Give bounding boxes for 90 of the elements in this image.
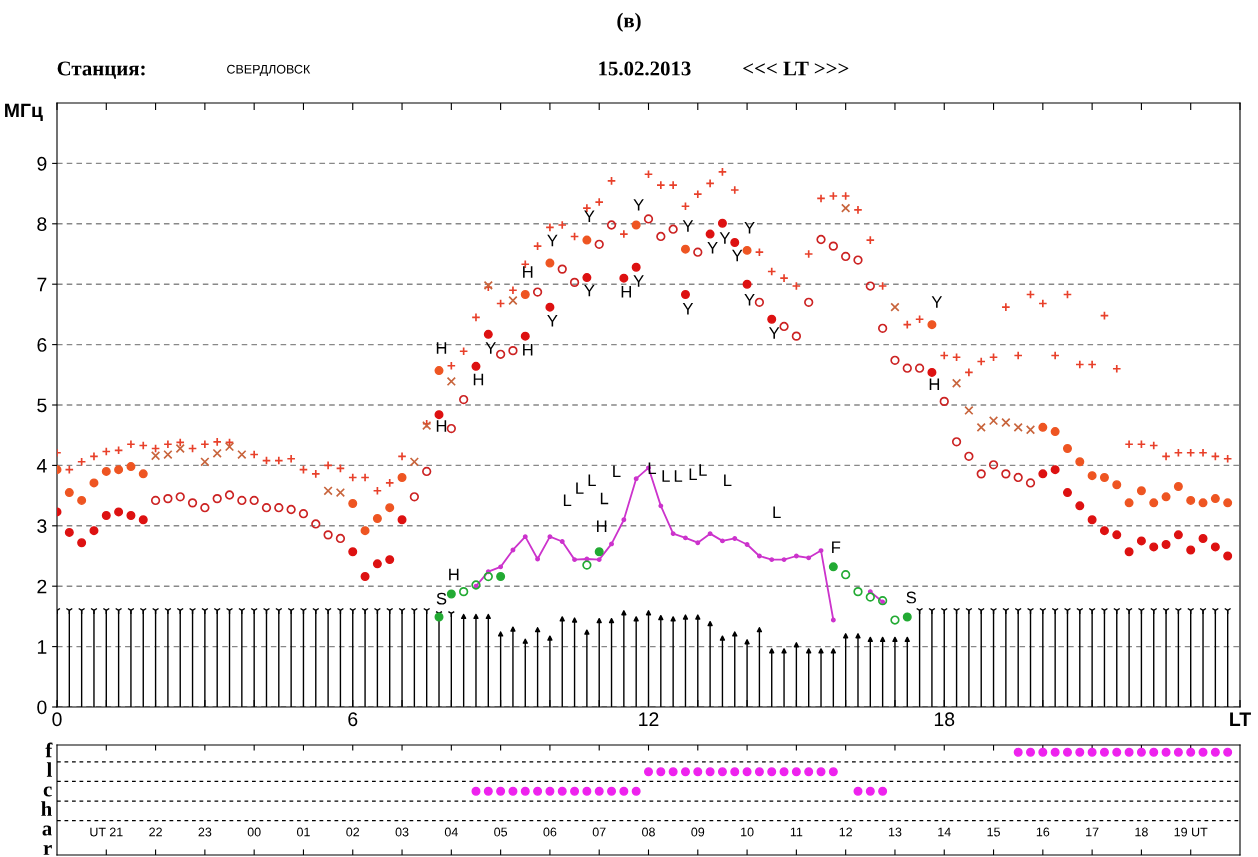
y-tick-label: 9 xyxy=(37,156,47,171)
x-tick-label: 09 xyxy=(691,827,705,837)
y-axis-title: МГц xyxy=(5,103,43,121)
x-tick-label: 00 xyxy=(247,827,261,837)
annotation: Y xyxy=(719,232,731,244)
annotation: Y xyxy=(682,303,694,315)
x-tick-label: 02 xyxy=(346,827,360,837)
x-tick-label: 0 xyxy=(52,712,62,727)
chart-title: (в) xyxy=(617,12,641,32)
annotation: L xyxy=(648,462,657,474)
annotation: L xyxy=(588,474,596,487)
annotation: H xyxy=(436,342,447,354)
x-tick-label: 6 xyxy=(348,712,358,727)
x-tick-label: 07 xyxy=(592,827,606,837)
text: r xyxy=(43,845,52,855)
x-tick-label: 10 xyxy=(741,827,754,837)
x-tick-label: 18 xyxy=(1135,827,1148,837)
annotation: Y xyxy=(931,296,943,308)
text: 15.02.2013 xyxy=(599,61,691,76)
x-tick-label: 08 xyxy=(642,827,655,837)
annotation: L xyxy=(563,494,572,506)
annotation: Y xyxy=(547,234,558,247)
y-tick-label: 4 xyxy=(36,459,47,473)
annotation: Y xyxy=(547,315,558,327)
annotation: Y xyxy=(485,342,496,354)
x-tick-label: 22 xyxy=(149,827,162,837)
x-tick-label: 15 xyxy=(987,827,1000,837)
x-tick-label: 14 xyxy=(938,827,951,837)
annotation: H xyxy=(621,286,631,298)
annotation: F xyxy=(832,541,841,554)
annotation: H xyxy=(449,568,459,581)
x-tick-label: 11 xyxy=(790,827,803,837)
annotation: H xyxy=(523,344,533,356)
annotation: Y xyxy=(584,210,595,223)
annotation: H xyxy=(597,520,607,532)
x-tick-label: 04 xyxy=(444,827,458,837)
annotation: Y xyxy=(744,293,755,306)
x-tick-label: 06 xyxy=(543,827,557,837)
x-tick-label: 01 xyxy=(297,827,310,837)
annotation: Y xyxy=(682,220,694,232)
x-tick-label: 19 UT xyxy=(1174,827,1208,837)
annotation: L xyxy=(674,470,683,482)
x-tick-label: 16 xyxy=(1036,827,1050,837)
text: СВЕРДЛОВСК xyxy=(227,64,311,76)
x-tick-label: 05 xyxy=(494,827,508,837)
x-tick-label: 12 xyxy=(839,827,852,837)
text: l xyxy=(46,762,52,777)
text: c xyxy=(43,786,52,797)
y-tick-label: 7 xyxy=(37,277,47,292)
annotation: L xyxy=(689,468,697,480)
annotation: S xyxy=(436,592,447,605)
x-tick-label: 23 xyxy=(198,827,212,837)
annotation: H xyxy=(523,266,533,278)
annotation: H xyxy=(436,420,447,432)
x-tick-label: LT xyxy=(1230,712,1251,726)
x-tick-label: 12 xyxy=(639,712,659,726)
annotation: Y xyxy=(707,242,718,254)
text: a xyxy=(42,825,52,836)
annotation: Y xyxy=(633,199,644,211)
annotation: H xyxy=(473,373,484,386)
annotation: Y xyxy=(744,222,755,234)
annotation: L xyxy=(576,482,584,494)
annotation: Y xyxy=(633,275,644,287)
x-tick-label: 03 xyxy=(395,827,409,837)
annotation: S xyxy=(906,591,917,604)
y-tick-label: 2 xyxy=(37,579,47,594)
x-tick-label: 17 xyxy=(1086,827,1099,837)
annotation: Y xyxy=(584,284,595,297)
y-tick-label: 6 xyxy=(37,338,47,352)
annotation: H xyxy=(929,378,940,390)
text: Станция: xyxy=(57,61,145,79)
text: f xyxy=(45,742,53,758)
x-tick-label: 18 xyxy=(934,712,955,727)
y-tick-label: 3 xyxy=(37,519,47,534)
y-tick-label: 0 xyxy=(37,700,47,715)
annotation: L xyxy=(699,464,707,476)
annotation: L xyxy=(613,465,621,477)
y-tick-label: 5 xyxy=(37,398,47,413)
annotation: L xyxy=(662,470,670,482)
x-tick-label: UT 21 xyxy=(90,827,123,837)
annotation: Y xyxy=(769,327,780,339)
annotation: L xyxy=(724,474,732,487)
text: h xyxy=(41,801,52,816)
annotation: L xyxy=(600,492,609,505)
text: <<< LT >>> xyxy=(743,61,849,76)
x-tick-label: 13 xyxy=(888,827,902,837)
annotation: L xyxy=(773,506,781,519)
annotation: Y xyxy=(732,249,743,262)
y-tick-label: 8 xyxy=(37,217,47,232)
y-tick-label: 1 xyxy=(37,640,47,654)
